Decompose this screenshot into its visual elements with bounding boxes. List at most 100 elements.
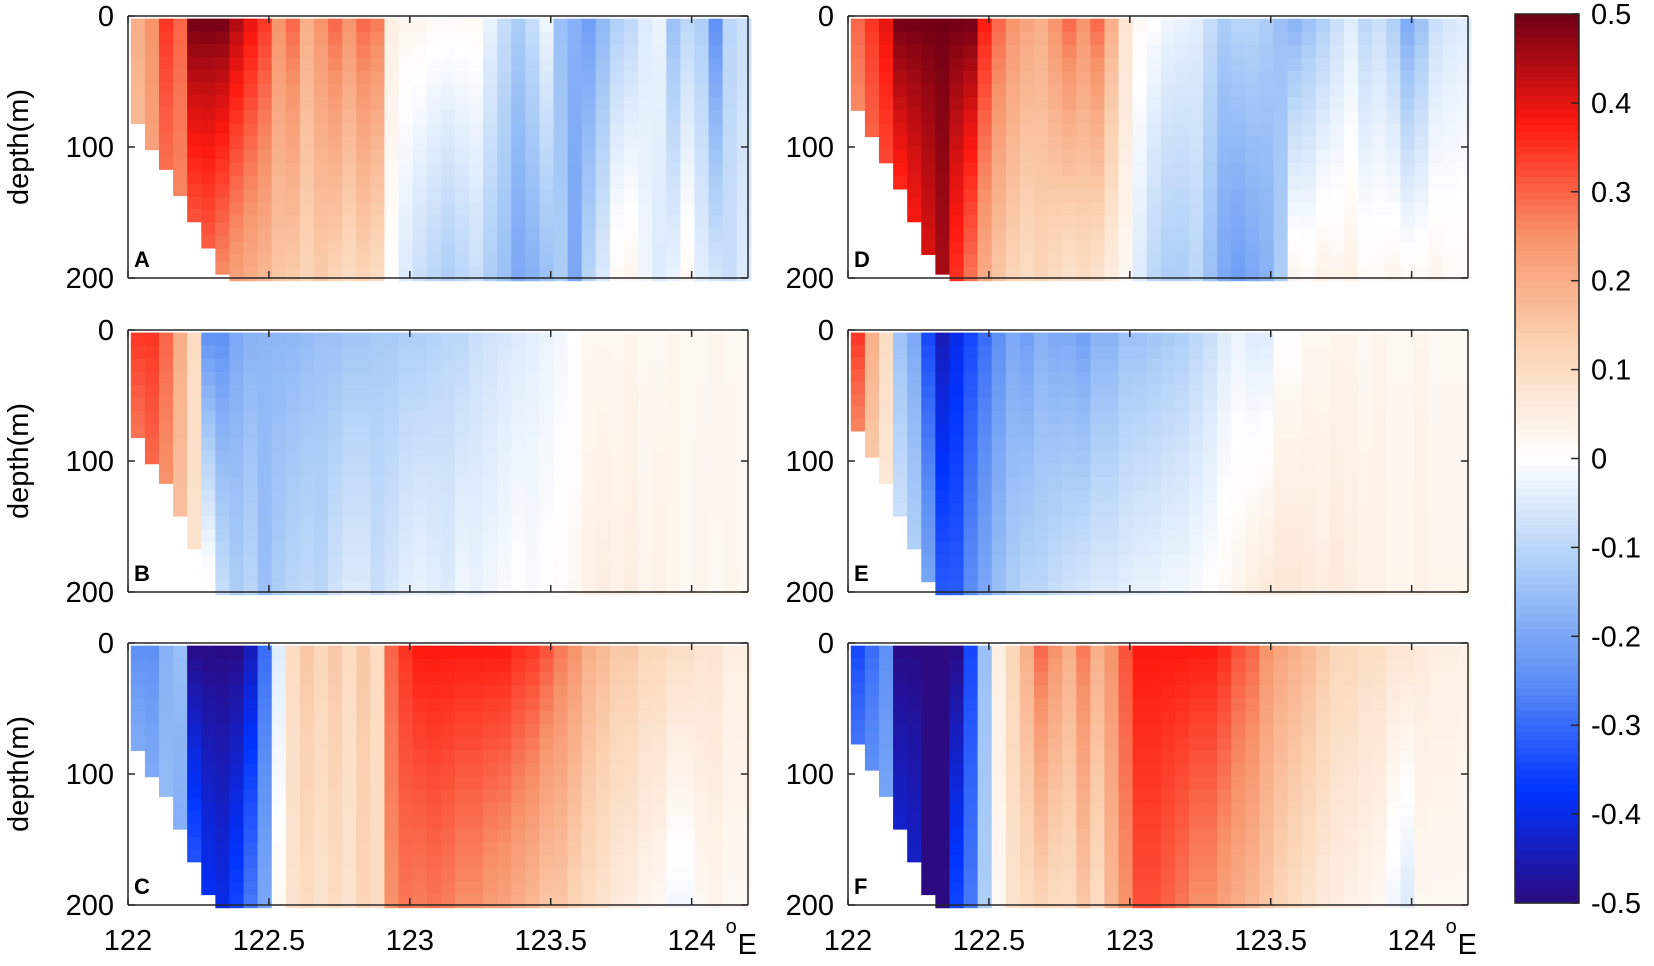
heatmap-cell (581, 136, 597, 151)
heatmap-cell (1104, 542, 1120, 556)
heatmap-cell (469, 724, 484, 738)
heatmap-cell (1062, 463, 1077, 478)
heatmap-cell (314, 555, 329, 570)
heatmap-cell (257, 241, 273, 256)
heatmap-cell (1146, 202, 1162, 216)
heatmap-cell (1301, 645, 1317, 660)
heatmap-cell (991, 555, 1007, 570)
heatmap-cell (1315, 437, 1331, 452)
heatmap-cell (412, 698, 428, 712)
heatmap-cell (1315, 645, 1331, 660)
heatmap-cell (935, 159, 951, 173)
heatmap-cell (708, 776, 724, 791)
heatmap-cell (722, 815, 738, 830)
heatmap-cell (1174, 763, 1190, 778)
heatmap-cell (1034, 881, 1049, 896)
heatmap-cell (1442, 502, 1458, 517)
heatmap-cell (1189, 450, 1204, 465)
heatmap-cell (469, 542, 484, 556)
heatmap-cell (1287, 711, 1303, 725)
heatmap-cell (638, 724, 653, 738)
heatmap-cell (1118, 789, 1134, 804)
heatmap-cell (130, 411, 146, 425)
heatmap-cell (1034, 750, 1049, 765)
heatmap-cell (1245, 684, 1261, 699)
heatmap-cell (1174, 215, 1190, 229)
heatmap-cell (173, 776, 188, 791)
heatmap-cell (1146, 371, 1162, 386)
heatmap-cell (1048, 241, 1063, 256)
heatmap-cell (1104, 894, 1120, 909)
heatmap-cell (314, 97, 329, 111)
heatmap-cell (398, 175, 414, 190)
heatmap-cell (328, 829, 343, 843)
heatmap-cell (356, 711, 371, 725)
heatmap-cell (1174, 228, 1190, 242)
heatmap-cell (1386, 516, 1401, 530)
heatmap-cell (1358, 71, 1373, 85)
heatmap-cell (1062, 516, 1077, 530)
heatmap-cell (1132, 868, 1148, 883)
heatmap-cell (1273, 516, 1289, 530)
heatmap-cell (963, 188, 979, 203)
heatmap-cell (1132, 110, 1148, 125)
heatmap-cell (454, 18, 470, 33)
heatmap-cell (1174, 345, 1190, 360)
heatmap-cell (187, 459, 202, 474)
heatmap-cell (581, 581, 597, 596)
heatmap-cell (285, 724, 301, 738)
heatmap-cell (271, 463, 287, 478)
heatmap-cell (1132, 437, 1148, 452)
heatmap-cell (1259, 44, 1275, 59)
heatmap-cell (1358, 162, 1373, 177)
heatmap-cell (412, 868, 428, 883)
heatmap-cell (1259, 188, 1275, 203)
heatmap-cell (1048, 868, 1063, 883)
heatmap-cell (511, 110, 526, 125)
heatmap-cell (1076, 894, 1091, 909)
heatmap-cell (257, 555, 273, 570)
heatmap-cell (271, 894, 287, 909)
heatmap-cell (229, 84, 245, 98)
heatmap-cell (1456, 136, 1472, 151)
heatmap-cell (328, 868, 343, 883)
heatmap-cell (328, 855, 343, 869)
heatmap-cell (539, 698, 555, 712)
heatmap-cell (539, 71, 555, 85)
heatmap-cell (1076, 529, 1091, 543)
heatmap-cell (1076, 815, 1091, 830)
heatmap-cell (1019, 31, 1035, 46)
heatmap-cell (893, 149, 908, 164)
heatmap-cell (1005, 411, 1021, 425)
heatmap-cell (1273, 424, 1289, 439)
heatmap-cell (1358, 123, 1373, 138)
heatmap-cell (553, 581, 569, 596)
heatmap-cell (328, 711, 343, 725)
heatmap-cell (553, 450, 569, 465)
heatmap-cell (736, 829, 752, 843)
heatmap-cell (511, 332, 526, 347)
heatmap-cell (384, 529, 400, 543)
heatmap-cell (1005, 71, 1021, 85)
heatmap-cell (1034, 671, 1049, 686)
heatmap-cell (1203, 97, 1218, 111)
heatmap-cell (454, 894, 470, 909)
heatmap-cell (384, 737, 400, 752)
heatmap-cell (864, 123, 880, 138)
heatmap-cell (299, 724, 315, 738)
heatmap-cell (609, 502, 625, 517)
heatmap-cell (1344, 776, 1359, 791)
heatmap-cell (708, 57, 724, 72)
heatmap-cell (991, 18, 1007, 33)
heatmap-cell (412, 84, 428, 98)
heatmap-cell (299, 684, 315, 699)
heatmap-cell (1203, 789, 1218, 804)
heatmap-cell (1174, 149, 1190, 164)
heatmap-cell (624, 385, 639, 399)
heatmap-cell (991, 136, 1007, 151)
heatmap-cell (201, 737, 216, 752)
heatmap-cell (1386, 123, 1401, 138)
heatmap-cell (1315, 345, 1331, 360)
heatmap-cell (553, 175, 569, 190)
heatmap-cell (736, 424, 752, 439)
